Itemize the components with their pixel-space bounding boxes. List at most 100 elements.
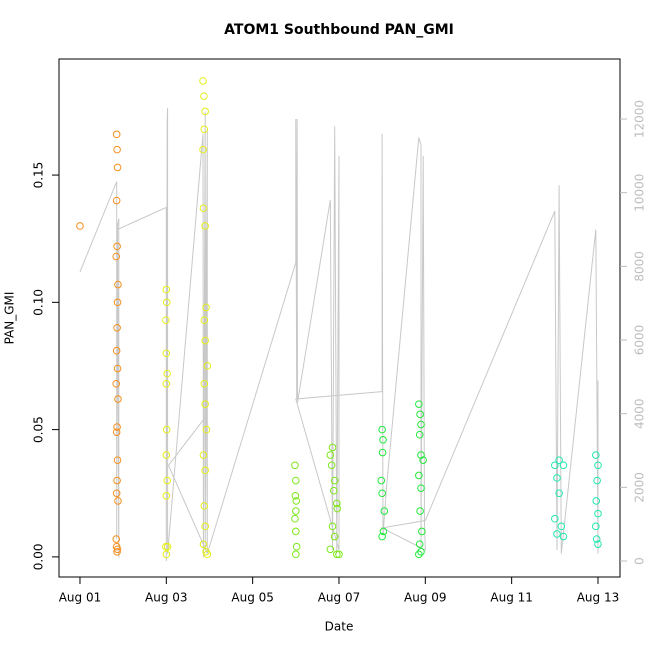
point — [330, 486, 338, 495]
x-tick-label: Aug 09 — [404, 591, 447, 605]
point — [162, 492, 171, 500]
point — [335, 550, 343, 559]
point — [200, 92, 208, 100]
point — [114, 395, 122, 403]
point — [203, 362, 212, 370]
point — [201, 400, 209, 408]
y-tick-label: 0.15 — [32, 162, 46, 189]
point — [553, 474, 561, 482]
point — [201, 336, 209, 345]
point — [592, 497, 601, 505]
point — [592, 522, 600, 531]
point — [557, 522, 566, 531]
point — [113, 548, 121, 556]
point — [330, 476, 339, 485]
point — [379, 527, 388, 536]
point — [292, 550, 300, 559]
point — [201, 222, 209, 230]
point — [114, 497, 122, 505]
y-tick-label: 0.00 — [32, 544, 46, 571]
point — [333, 550, 341, 559]
point — [378, 532, 386, 541]
point — [203, 550, 212, 559]
point — [559, 461, 568, 470]
point — [292, 542, 301, 551]
point — [199, 145, 207, 154]
point — [417, 451, 425, 459]
point — [416, 410, 424, 419]
point — [291, 492, 300, 500]
point — [112, 428, 121, 436]
point — [555, 489, 563, 498]
point — [379, 436, 387, 444]
point — [292, 476, 300, 485]
point — [328, 522, 337, 531]
point — [113, 298, 122, 307]
point — [326, 451, 335, 459]
point — [199, 451, 208, 459]
point — [378, 489, 386, 498]
point — [200, 316, 209, 324]
point — [113, 145, 121, 154]
point — [113, 163, 122, 172]
point — [378, 425, 386, 434]
point — [559, 532, 568, 541]
point — [377, 476, 386, 485]
point — [292, 497, 301, 505]
point — [327, 461, 336, 470]
point — [112, 346, 121, 355]
y2-tick-label: 12000 — [633, 100, 647, 138]
point — [113, 364, 122, 373]
point — [201, 466, 209, 475]
plot-frame — [58, 58, 621, 578]
point — [201, 522, 209, 531]
x-tick-label: Aug 05 — [231, 591, 274, 605]
x-tick-label: Aug 03 — [145, 591, 188, 605]
point — [326, 545, 335, 554]
point — [112, 252, 121, 261]
point — [201, 107, 209, 116]
point — [112, 535, 121, 543]
point — [114, 280, 122, 289]
point — [328, 443, 337, 452]
point — [415, 550, 423, 559]
point — [199, 540, 208, 548]
point — [162, 285, 171, 294]
point — [113, 242, 121, 251]
point — [417, 420, 425, 429]
point — [162, 425, 171, 434]
y2-tick-label: 8000 — [633, 251, 647, 282]
point — [163, 369, 171, 378]
x-axis-label: Date — [325, 620, 354, 634]
y2-tick-label: 0 — [633, 557, 647, 565]
point — [592, 451, 600, 459]
point — [333, 504, 342, 513]
point — [202, 303, 210, 312]
y2-tick-label: 6000 — [633, 325, 647, 356]
point — [199, 204, 208, 212]
x-tick-label: Aug 11 — [490, 591, 533, 605]
point — [555, 456, 563, 464]
point — [162, 316, 170, 324]
x-tick-label: Aug 07 — [318, 591, 361, 605]
point — [551, 461, 559, 470]
x-tick-label: Aug 01 — [59, 591, 102, 605]
point — [199, 77, 207, 85]
point — [417, 548, 425, 556]
point — [162, 298, 171, 307]
point — [162, 380, 171, 388]
line — [79, 107, 599, 562]
point — [594, 540, 602, 548]
point — [113, 476, 121, 485]
point — [292, 527, 300, 536]
point — [592, 535, 601, 543]
point — [200, 380, 209, 388]
point — [163, 476, 171, 485]
point — [593, 476, 601, 485]
point — [594, 509, 602, 518]
point — [415, 430, 424, 439]
y-axis-label: PAN_GMI — [3, 292, 17, 345]
point — [378, 448, 387, 457]
point — [112, 380, 121, 388]
point — [417, 484, 425, 492]
